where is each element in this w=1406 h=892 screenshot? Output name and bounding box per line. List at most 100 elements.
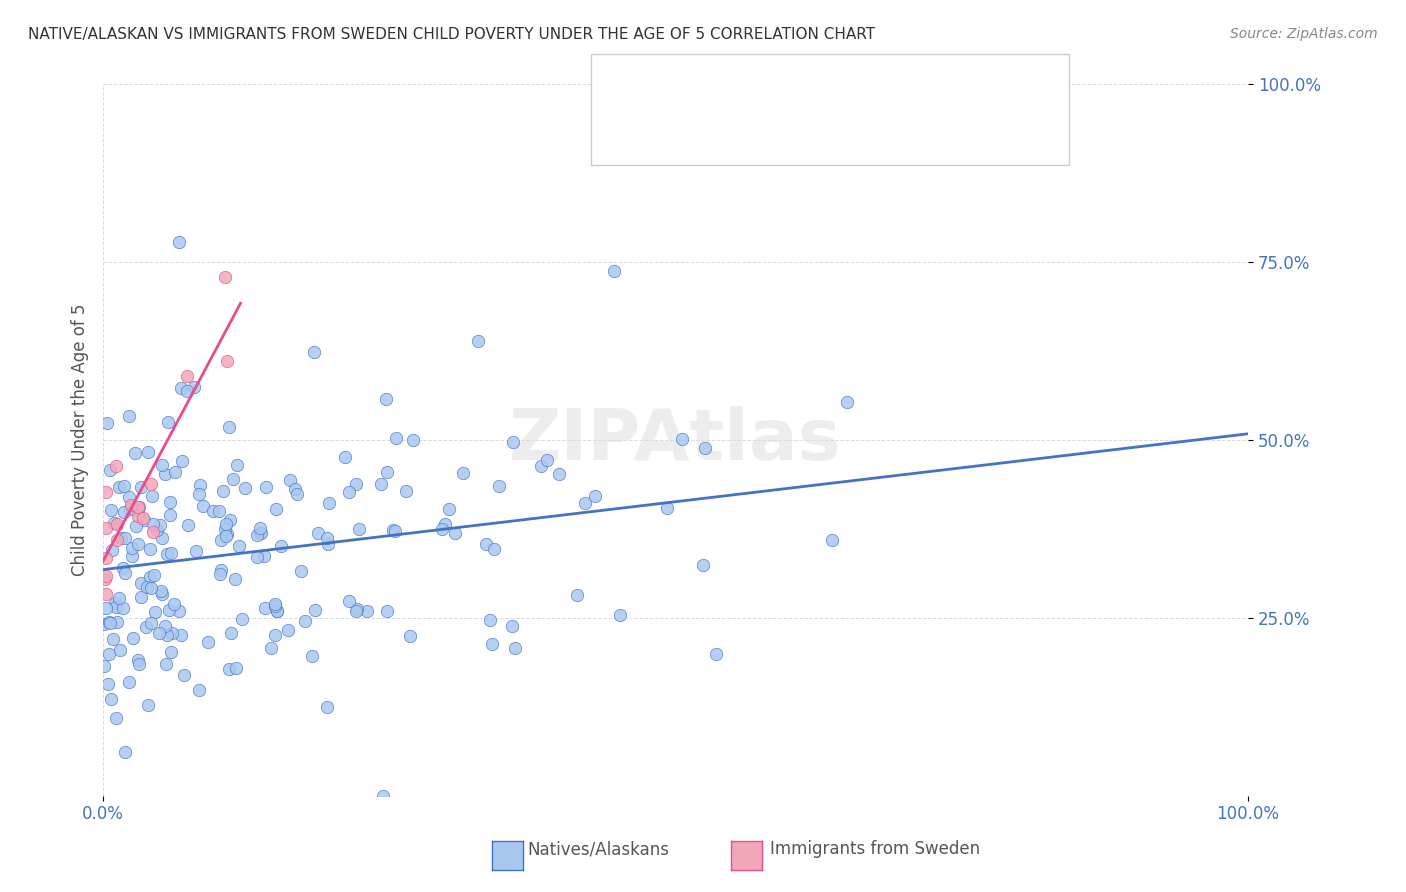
Point [108,643,131,657]
Point [536,453,558,467]
Point [197,635,219,649]
Point [209,533,232,547]
Point [209,566,232,581]
Point [260,641,283,656]
Point [478,613,501,627]
Point [129,590,152,604]
Point [110,532,132,546]
Point [96,677,118,691]
Point [333,450,356,464]
Point [399,629,422,643]
Point [141,524,163,539]
Point [214,270,236,285]
Point [122,631,145,645]
Text: Immigrants from Sweden: Immigrants from Sweden [770,840,980,858]
Point [176,369,198,384]
Point [184,544,207,558]
Point [384,431,406,445]
Point [156,628,179,642]
Point [159,508,181,523]
Point [209,563,232,577]
Text: Natives/Alaskans: Natives/Alaskans [527,840,669,858]
Point [215,528,238,542]
Point [375,392,398,406]
Point [233,481,256,495]
Point [139,541,162,556]
Point [287,487,309,501]
Point [349,523,371,537]
Point [156,415,179,429]
Point [150,531,173,545]
Point [246,528,269,542]
Point [127,500,149,515]
Point [384,524,406,538]
Point [118,490,141,504]
Point [214,522,236,536]
Point [693,442,716,456]
Point [316,536,339,550]
Point [187,683,209,698]
Point [148,625,170,640]
Point [97,615,120,629]
Point [264,502,287,516]
Point [318,496,340,510]
Point [266,604,288,618]
Point [250,525,273,540]
Point [574,495,596,509]
Point [94,551,117,566]
Point [655,500,678,515]
Point [131,576,153,591]
Point [301,648,323,663]
Point [344,604,367,618]
Point [112,505,135,519]
Point [127,502,149,516]
Point [98,616,121,631]
Point [159,645,181,659]
Point [482,542,505,557]
Point [183,380,205,394]
Text: Source: ZipAtlas.com: Source: ZipAtlas.com [1230,27,1378,41]
Point [127,537,149,551]
Point [155,467,177,481]
Point [264,628,287,642]
Point [217,527,239,541]
Point [149,584,172,599]
Point [433,516,456,531]
Point [467,334,489,348]
Point [692,558,714,572]
Point [375,604,398,618]
Point [143,568,166,582]
Point [136,445,159,459]
Point [96,484,118,499]
Point [94,586,117,600]
Point [101,543,124,558]
Point [105,600,128,615]
Point [176,384,198,398]
Point [118,409,141,424]
Point [475,537,498,551]
Point [277,623,299,637]
Point [215,354,238,368]
Point [105,615,128,629]
Point [159,494,181,508]
Point [98,647,121,661]
Point [316,700,339,714]
Point [159,546,181,560]
Point [173,668,195,682]
Point [169,604,191,618]
Point [337,485,360,500]
Point [139,615,162,630]
Point [134,513,156,527]
Point [128,500,150,515]
Point [108,591,131,606]
Point [103,516,125,530]
Point [93,616,115,631]
Point [170,627,193,641]
Point [100,503,122,517]
Point [125,519,148,533]
Point [207,504,229,518]
Point [163,466,186,480]
Point [132,511,155,525]
Point [118,501,141,516]
Point [218,662,240,676]
